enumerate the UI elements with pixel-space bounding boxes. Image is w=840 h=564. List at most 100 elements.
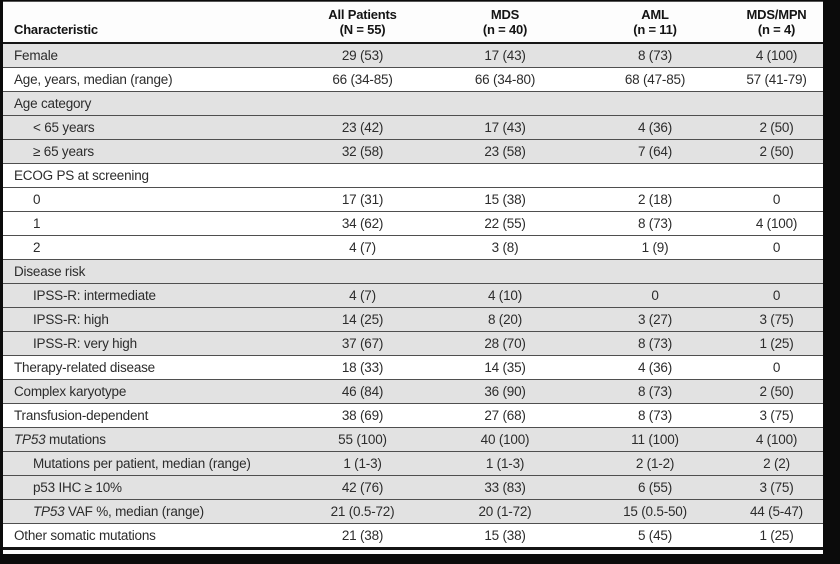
cell-value: 3 (75) — [759, 311, 794, 327]
cell-value: 3 (75) — [759, 407, 794, 423]
column-header-n: (n = 4) — [757, 22, 796, 37]
row-label: Complex karyotype — [14, 383, 127, 399]
table-row: ECOG PS at screening — [3, 163, 823, 187]
table-row: 0 17 (31) 15 (38) 2 (18) 0 — [3, 187, 823, 211]
row-label: Other somatic mutations — [14, 527, 156, 543]
cell-value: 1 (25) — [759, 527, 794, 543]
cell-value: 23 (42) — [341, 119, 384, 135]
cell-value: 29 (53) — [341, 47, 384, 63]
row-label: ECOG PS at screening — [14, 167, 149, 183]
column-header-n: (n = 11) — [633, 22, 677, 37]
cell-value: 21 (38) — [341, 527, 384, 543]
cell-value: 4 (10) — [487, 287, 523, 303]
cell-value: 66 (34-80) — [474, 71, 536, 87]
table-row: 2 4 (7) 3 (8) 1 (9) 0 — [3, 235, 823, 259]
cell-value: 4 (7) — [349, 287, 376, 303]
table-row: IPSS-R: high 14 (25) 8 (20) 3 (27) 3 (75) — [3, 307, 823, 331]
cell-value: 34 (62) — [341, 215, 384, 231]
cell-value: 7 (64) — [637, 143, 673, 159]
cell-value: 2 (50) — [759, 383, 794, 399]
cell-value: 0 — [772, 359, 781, 375]
cell-value: 3 (8) — [491, 239, 519, 255]
cell-value: 46 (84) — [341, 383, 384, 399]
row-label: IPSS-R: very high — [33, 335, 137, 351]
cell-value: 27 (68) — [484, 407, 526, 423]
row-label: Age, years, median (range) — [14, 71, 173, 87]
cell-value: 2 (1-2) — [635, 455, 675, 471]
column-header-name: MDS — [490, 7, 520, 22]
cell-value: 1 (25) — [759, 335, 794, 351]
table-row: Complex karyotype 46 (84) 36 (90) 8 (73) 2 (… — [3, 379, 823, 403]
table-row: Transfusion-dependent 38 (69) 27 (68) 8 (73… — [3, 403, 823, 427]
cell-value: 0 — [772, 287, 781, 303]
table-row: Other somatic mutations 21 (38) 15 (38) 5 (… — [3, 523, 823, 547]
row-label: p53 IHC ≥ 10% — [33, 479, 122, 495]
cell-value: 0 — [772, 191, 781, 207]
table-row: IPSS-R: very high 37 (67) 28 (70) 8 (73) 1 (… — [3, 331, 823, 355]
cell-value: 1 (9) — [641, 239, 669, 255]
cell-value: 4 (100) — [755, 215, 798, 231]
table-body: Female 29 (53) 17 (43) 8 (73) 4 (100) Age, ye… — [3, 44, 823, 550]
cell-value: 8 (73) — [637, 335, 673, 351]
row-label: 2 — [33, 239, 41, 255]
cell-value: 11 (100) — [631, 431, 679, 447]
cell-value: 8 (73) — [637, 215, 673, 231]
cell-value: 33 (83) — [484, 479, 526, 495]
cell-value: 0 — [772, 239, 781, 255]
table-row: 1 34 (62) 22 (55) 8 (73) 4 (100) — [3, 211, 823, 235]
cell-value: 28 (70) — [484, 335, 526, 351]
row-label: 0 — [33, 191, 41, 207]
cell-value: 37 (67) — [341, 335, 384, 351]
table-header-row: Characteristic All Patients (N = 55) MDS… — [3, 2, 823, 44]
cell-value: 22 (55) — [484, 215, 526, 231]
column-header-name: All Patients — [328, 7, 397, 22]
cell-value: 5 (45) — [637, 527, 673, 543]
table-row: < 65 years 23 (42) 17 (43) 4 (36) 2 (50) — [3, 115, 823, 139]
cell-value: 14 (35) — [484, 359, 526, 375]
table-row: TP53 VAF %, median (range) 21 (0.5-72) 20 … — [3, 499, 823, 523]
cell-value: 42 (76) — [341, 479, 384, 495]
table-row: Mutations per patient, median (range) 1 (… — [3, 451, 823, 475]
cell-value: 66 (34-85) — [332, 71, 393, 87]
cell-value: 8 (73) — [637, 47, 673, 63]
cell-value: 17 (43) — [484, 119, 526, 135]
cell-value: 68 (47-85) — [624, 71, 686, 87]
column-header-mds-mpn: MDS/MPN (n = 4) — [730, 7, 823, 37]
column-header-mds: MDS (n = 40) — [430, 7, 580, 37]
cell-value: 18 (33) — [341, 359, 384, 375]
cell-value: 20 (1-72) — [478, 503, 532, 519]
row-label: Mutations per patient, median (range) — [33, 455, 251, 471]
row-label: TP53 mutations — [14, 431, 106, 447]
row-label: Age category — [14, 95, 92, 111]
cell-value: 2 (50) — [759, 119, 794, 135]
cell-value: 15 (38) — [484, 191, 526, 207]
cell-value: 3 (75) — [759, 479, 794, 495]
row-label: Transfusion-dependent — [14, 407, 149, 423]
cell-value: 2 (18) — [637, 191, 673, 207]
cell-value: 2 (2) — [763, 455, 790, 471]
row-label: Disease risk — [14, 263, 86, 279]
cell-value: 6 (55) — [637, 479, 673, 495]
column-header-name: AML — [641, 7, 669, 22]
cell-value: 1 (1-3) — [343, 455, 382, 471]
table-row: Age category — [3, 91, 823, 115]
cell-value: 55 (100) — [338, 431, 387, 447]
cell-value: 4 (100) — [755, 431, 798, 447]
cell-value: 23 (58) — [484, 143, 526, 159]
row-label: Female — [14, 47, 58, 63]
cell-value: 3 (27) — [637, 311, 673, 327]
cell-value: 38 (69) — [341, 407, 384, 423]
row-label: IPSS-R: intermediate — [33, 287, 156, 303]
cell-value: 8 (20) — [487, 311, 523, 327]
table-row: TP53 mutations 55 (100) 40 (100) 11 (100) 4 … — [3, 427, 823, 451]
row-label: Therapy-related disease — [14, 359, 155, 375]
cell-value: 21 (0.5-72) — [330, 503, 395, 519]
table-row: Disease risk — [3, 259, 823, 283]
cell-value: 17 (31) — [341, 191, 384, 207]
paper-table-page: Characteristic All Patients (N = 55) MDS… — [3, 1, 823, 554]
cell-value: 0 — [651, 287, 659, 303]
table-row: Therapy-related disease 18 (33) 14 (35) 4 (… — [3, 355, 823, 379]
table-row: ≥ 65 years 32 (58) 23 (58) 7 (64) 2 (50) — [3, 139, 823, 163]
column-header-name: MDS/MPN — [746, 7, 807, 22]
row-label: < 65 years — [33, 119, 95, 135]
